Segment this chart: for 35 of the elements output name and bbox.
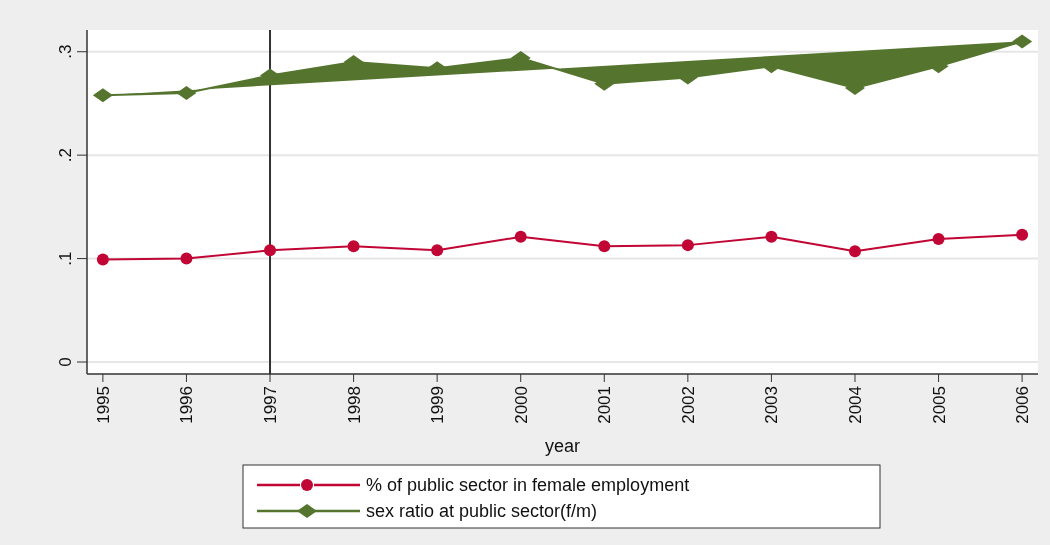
point <box>176 86 197 101</box>
x-tick-label: 2000 <box>511 386 531 424</box>
point <box>427 61 448 76</box>
x-axis-title: year <box>544 436 581 456</box>
x-tick-label: 1998 <box>344 386 364 424</box>
point <box>598 240 611 253</box>
point <box>264 244 277 257</box>
x-tick-label: 1996 <box>177 386 197 424</box>
point <box>765 230 778 243</box>
point <box>1016 228 1029 241</box>
point <box>514 230 527 243</box>
x-tick-label: 2002 <box>678 386 698 424</box>
y-tick-label: .2 <box>56 148 75 163</box>
y-tick-label: .3 <box>56 44 75 59</box>
x-tick-label: 2003 <box>762 386 782 424</box>
point <box>92 88 113 103</box>
x-tick-label: 2005 <box>929 386 949 424</box>
legend-label: sex ratio at public sector(f/m) <box>366 501 598 521</box>
point <box>347 240 360 253</box>
y-tick-label: 0 <box>56 357 75 367</box>
x-tick-label: 1995 <box>93 386 113 424</box>
point <box>1012 34 1033 49</box>
point <box>180 252 193 265</box>
x-tick-label: 1997 <box>261 386 281 424</box>
point <box>848 245 861 258</box>
x-tick-label: 1999 <box>428 386 448 424</box>
point <box>96 253 109 266</box>
x-tick-label: 2001 <box>595 386 615 424</box>
point <box>431 244 444 257</box>
x-tick-label: 2006 <box>1013 386 1033 424</box>
x-tick-label: 2004 <box>845 386 865 424</box>
legend-label: % of public sector in female employment <box>366 475 690 495</box>
y-tick-label: .1 <box>56 251 75 266</box>
point <box>932 232 945 245</box>
point <box>681 239 694 252</box>
